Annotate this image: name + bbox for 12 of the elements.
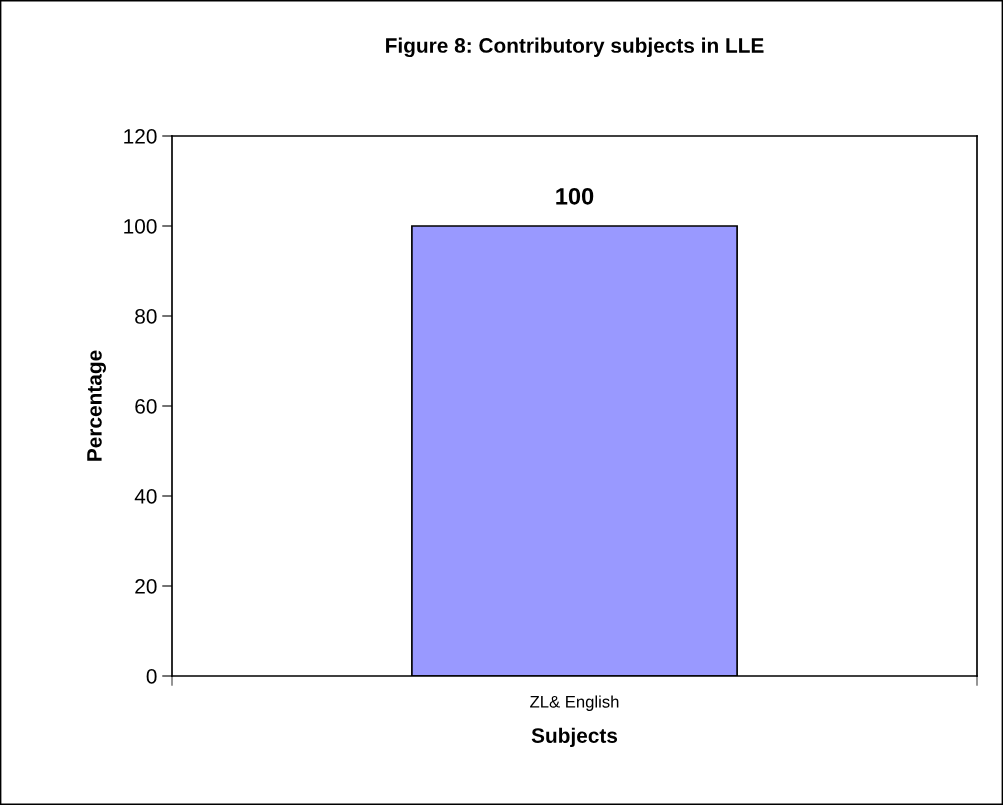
y-tick-label: 100 <box>124 219 157 234</box>
y-tick-label: 0 <box>146 669 157 684</box>
y-tick-label: 20 <box>135 579 157 594</box>
y-tick-label: 120 <box>124 129 157 144</box>
y-tick-label: 60 <box>135 399 157 414</box>
x-tick-label: ZL& English <box>530 695 619 711</box>
chart-title: Figure 8: Contributory subjects in LLE <box>386 37 764 58</box>
y-tick-label: 80 <box>135 309 157 324</box>
data-label: 100 <box>556 187 594 205</box>
x-axis-title: Subjects <box>531 727 618 748</box>
y-axis-title: Percentage <box>87 350 106 461</box>
y-tick-label: 40 <box>134 489 157 504</box>
